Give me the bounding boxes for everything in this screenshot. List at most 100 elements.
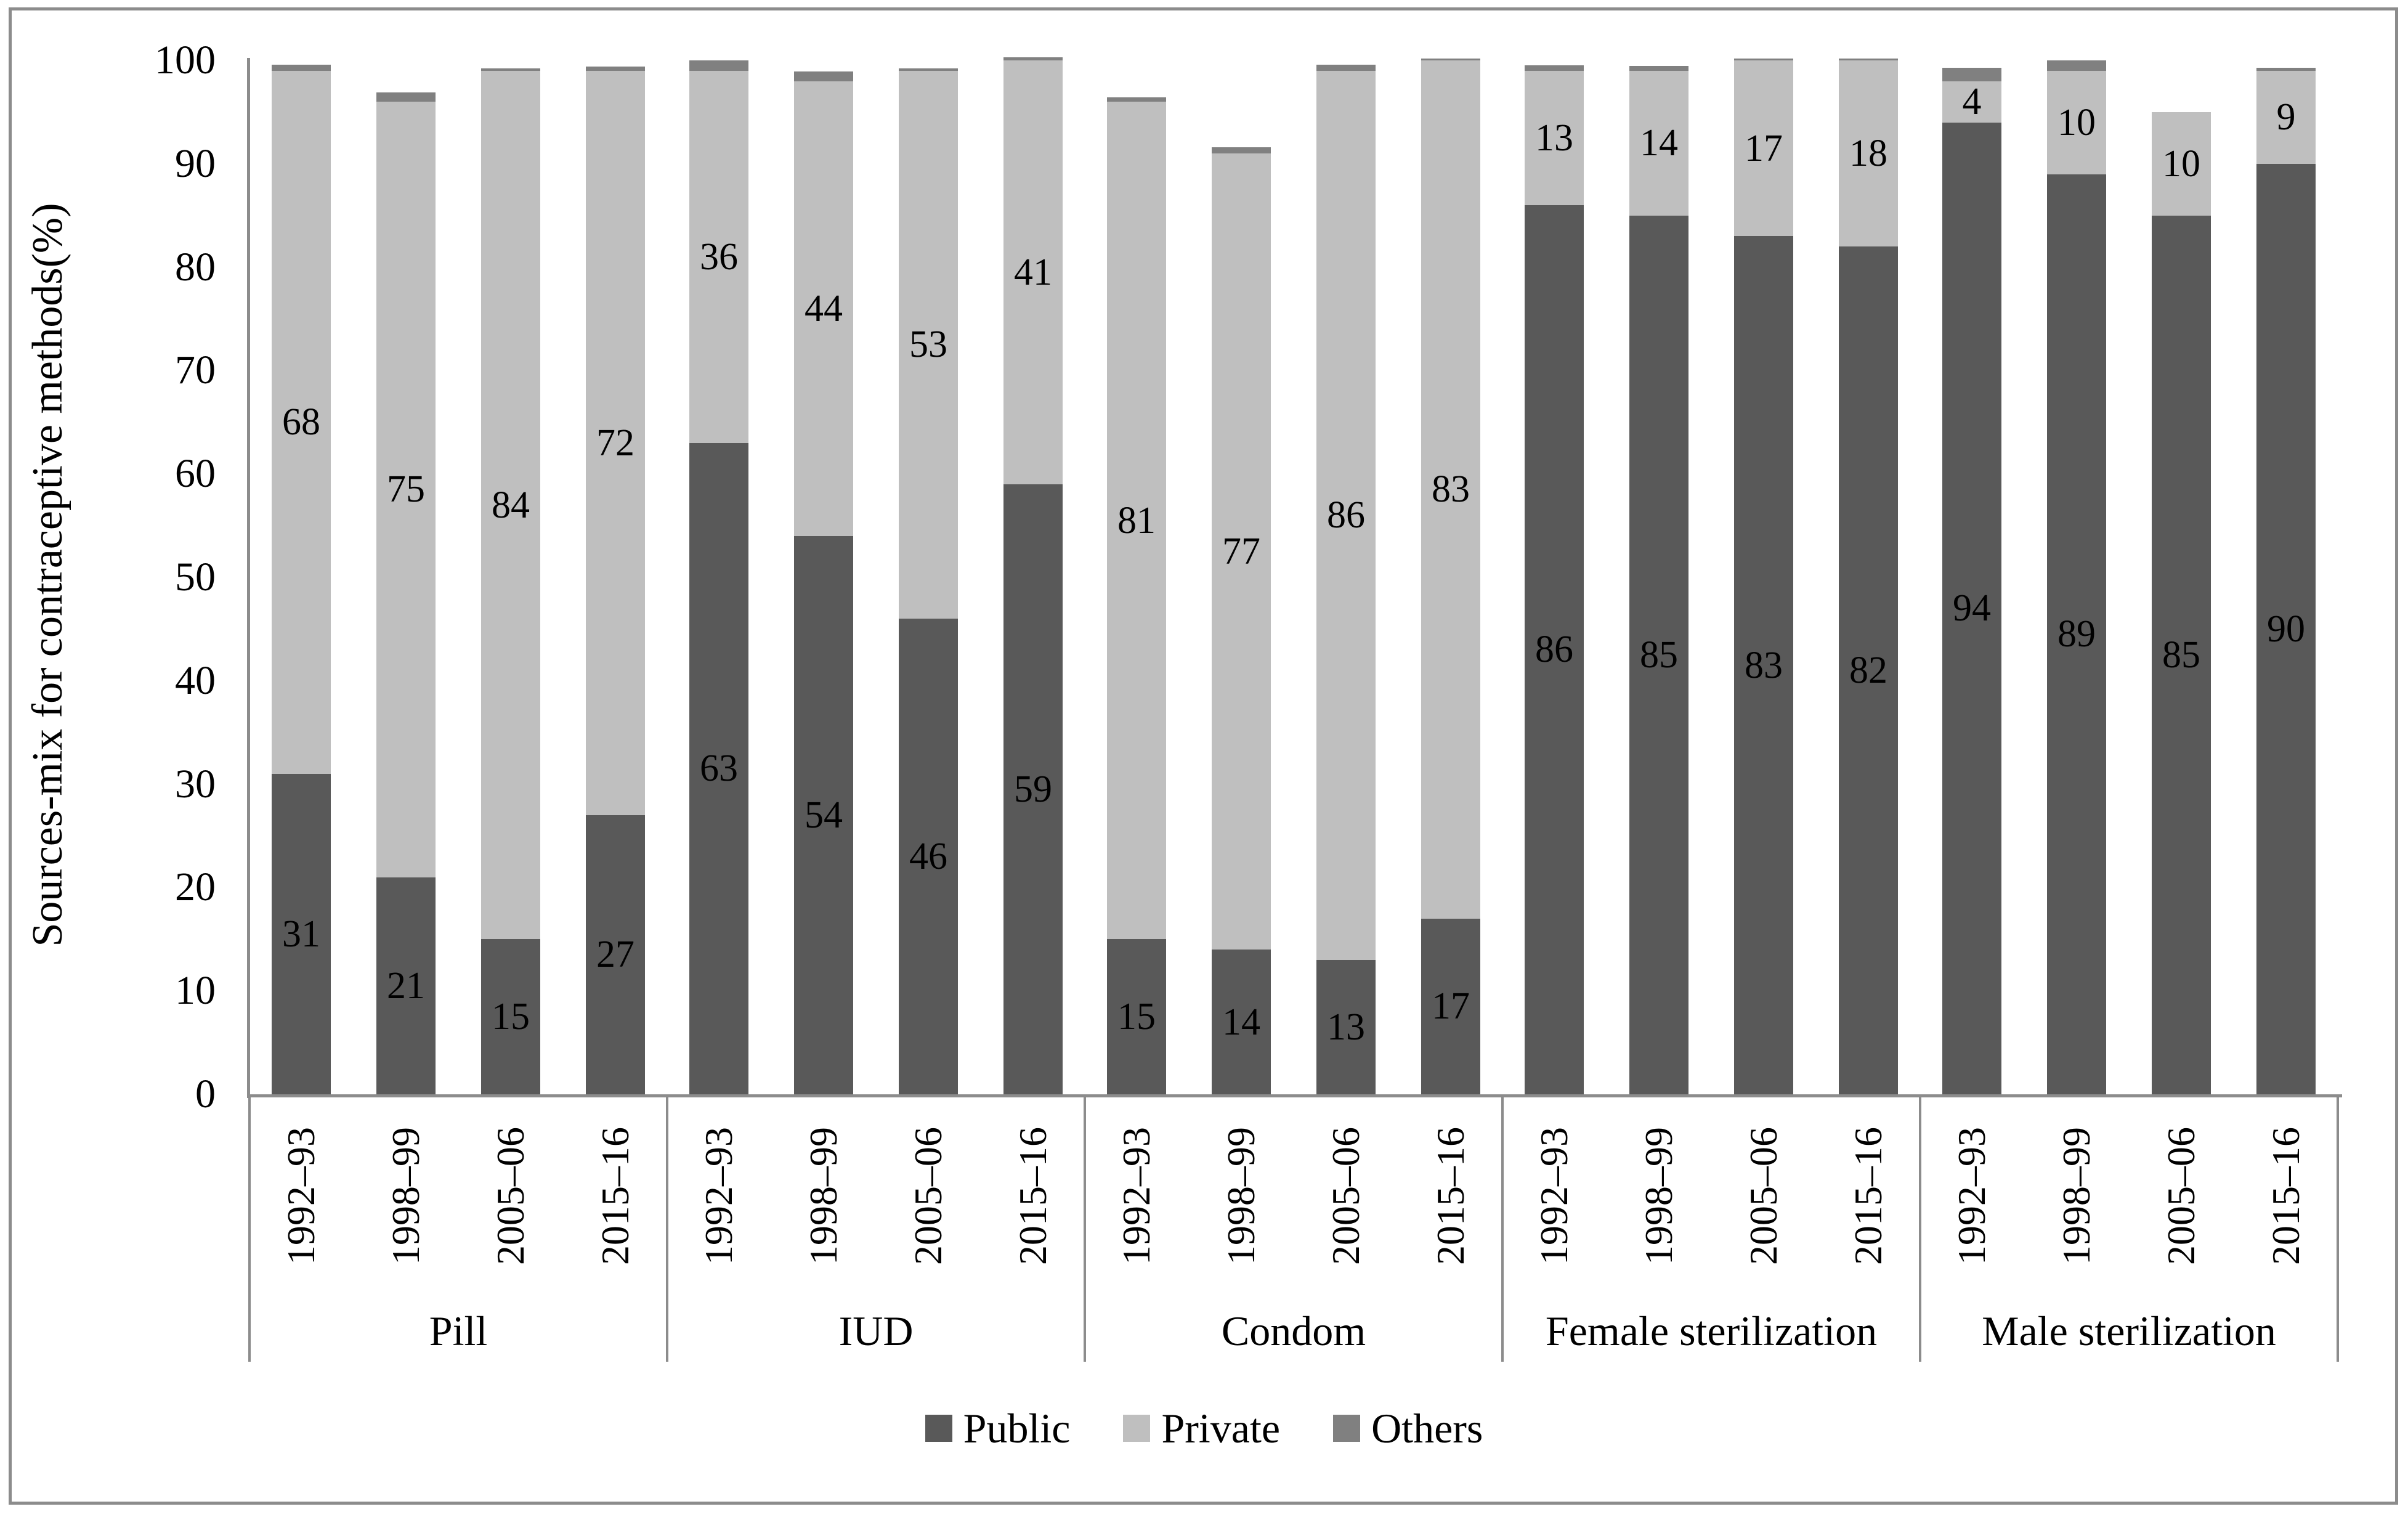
bar-segment-private <box>1421 60 1480 919</box>
data-label-private: 81 <box>1117 499 1156 542</box>
y-tick-label: 100 <box>155 38 216 83</box>
bar-segment-private <box>1003 60 1063 484</box>
bar-segment-others <box>1107 97 1166 102</box>
data-label-public: 90 <box>2267 608 2305 650</box>
group-separator-line <box>2337 1094 2339 1362</box>
bar-segment-others <box>481 68 540 71</box>
group-separator-line <box>248 1094 251 1362</box>
stacked-bar: 21 75 <box>376 0 436 1094</box>
data-label-private: 84 <box>492 484 530 526</box>
x-tick-year-label: 2015–16 <box>1846 1127 1890 1265</box>
bar-segment-others <box>794 71 853 81</box>
stacked-bar: 63 36 <box>689 0 748 1094</box>
bar-segment-others <box>1421 58 1480 60</box>
data-label-public: 54 <box>805 794 843 836</box>
data-label-private: 86 <box>1327 494 1365 537</box>
legend-swatch-icon <box>925 1415 952 1442</box>
group-label: Pill <box>429 1308 488 1354</box>
y-tick-label: 0 <box>195 1072 216 1116</box>
data-label-private: 9 <box>2276 96 2296 139</box>
bar-segment-private <box>794 81 853 536</box>
bar-segment-private <box>2047 70 2106 174</box>
bar-segment-public <box>794 535 853 1094</box>
data-label-public: 94 <box>1953 587 1991 630</box>
stacked-bar: 83 17 <box>1734 0 1793 1094</box>
x-tick-year-label: 1998–99 <box>1637 1127 1680 1265</box>
figure-border <box>9 7 2398 1505</box>
bar-segment-private <box>1629 70 1688 216</box>
x-tick-year-label: 2005–06 <box>488 1127 532 1265</box>
bar-segment-public <box>272 773 331 1094</box>
stacked-bar: 54 44 <box>794 0 853 1094</box>
x-tick-year-label: 2015–16 <box>2264 1127 2308 1265</box>
bar-segment-private <box>481 70 540 940</box>
stacked-bar: 89 10 <box>2047 0 2106 1094</box>
bar-segment-others <box>1212 147 1271 154</box>
data-label-private: 68 <box>282 401 320 444</box>
y-tick-label: 50 <box>175 555 216 600</box>
stacked-bar: 27 72 <box>586 0 645 1094</box>
data-label-private: 4 <box>1962 81 1982 123</box>
group-label: Male sterilization <box>1982 1308 2276 1354</box>
data-label-public: 31 <box>282 913 320 955</box>
y-tick-label: 80 <box>175 244 216 290</box>
bar-segment-private <box>1942 81 2001 123</box>
bar-segment-public <box>2256 163 2316 1094</box>
data-label-private: 41 <box>1014 251 1052 293</box>
x-tick-year-label: 1998–99 <box>801 1127 845 1265</box>
data-label-public: 63 <box>700 747 738 790</box>
y-tick-label: 70 <box>175 348 216 393</box>
bar-segment-private <box>1107 102 1166 940</box>
x-axis-line <box>247 1094 2342 1097</box>
legend-label: Private <box>1161 1405 1281 1452</box>
stacked-bar: 59 41 <box>1003 0 1063 1094</box>
bar-segment-public <box>1942 122 2001 1094</box>
x-tick-year-label: 1998–99 <box>384 1127 428 1265</box>
x-tick-year-label: 2005–06 <box>1741 1127 1785 1265</box>
data-label-public: 15 <box>1117 996 1156 1038</box>
group-label: IUD <box>838 1308 914 1354</box>
x-tick-year-label: 2015–16 <box>1011 1127 1055 1265</box>
data-label-public: 89 <box>2057 613 2096 656</box>
legend-item-private: Private <box>1123 1407 1280 1449</box>
x-tick-year-label: 2015–16 <box>593 1127 637 1265</box>
data-label-public: 82 <box>1849 649 1887 692</box>
data-label-private: 18 <box>1849 132 1887 175</box>
bar-segment-private <box>1734 60 1793 237</box>
bar-segment-public <box>1107 939 1166 1094</box>
data-label-public: 17 <box>1432 985 1470 1028</box>
bar-segment-public <box>481 939 540 1094</box>
stacked-bar: 15 81 <box>1107 0 1166 1094</box>
stacked-bar: 15 84 <box>481 0 540 1094</box>
data-label-public: 13 <box>1327 1006 1365 1048</box>
x-tick-year-label: 1992–93 <box>1114 1127 1158 1265</box>
bar-segment-others <box>272 64 331 71</box>
x-tick-year-label: 1992–93 <box>1532 1127 1576 1265</box>
data-label-private: 83 <box>1432 468 1470 511</box>
data-label-private: 13 <box>1535 116 1573 159</box>
data-label-private: 10 <box>2162 142 2200 185</box>
bar-segment-others <box>586 67 645 71</box>
x-tick-year-label: 1992–93 <box>1950 1127 1993 1265</box>
bar-segment-public <box>1629 215 1688 1094</box>
bar-segment-public <box>586 815 645 1094</box>
stacked-bar: 46 53 <box>899 0 958 1094</box>
y-tick-label: 10 <box>175 968 216 1014</box>
group-label: Condom <box>1221 1308 1366 1354</box>
bar-segment-public <box>1525 205 1584 1094</box>
bar-segment-public <box>376 877 436 1094</box>
bar-segment-others <box>689 60 748 71</box>
x-tick-year-label: 1992–93 <box>697 1127 740 1265</box>
group-separator-line <box>1501 1094 1504 1362</box>
legend-label: Public <box>963 1405 1071 1452</box>
bar-segment-private <box>2152 112 2211 216</box>
bar-segment-public <box>1839 246 1898 1094</box>
legend-label: Others <box>1371 1405 1483 1452</box>
bar-segment-others <box>376 92 436 102</box>
bar-segment-private <box>2256 70 2316 164</box>
y-tick-label: 40 <box>175 657 216 703</box>
data-label-private: 77 <box>1222 531 1260 573</box>
group-label: Female sterilization <box>1545 1308 1878 1354</box>
bar-segment-private <box>586 70 645 815</box>
stacked-bar: 90 9 <box>2256 0 2316 1094</box>
